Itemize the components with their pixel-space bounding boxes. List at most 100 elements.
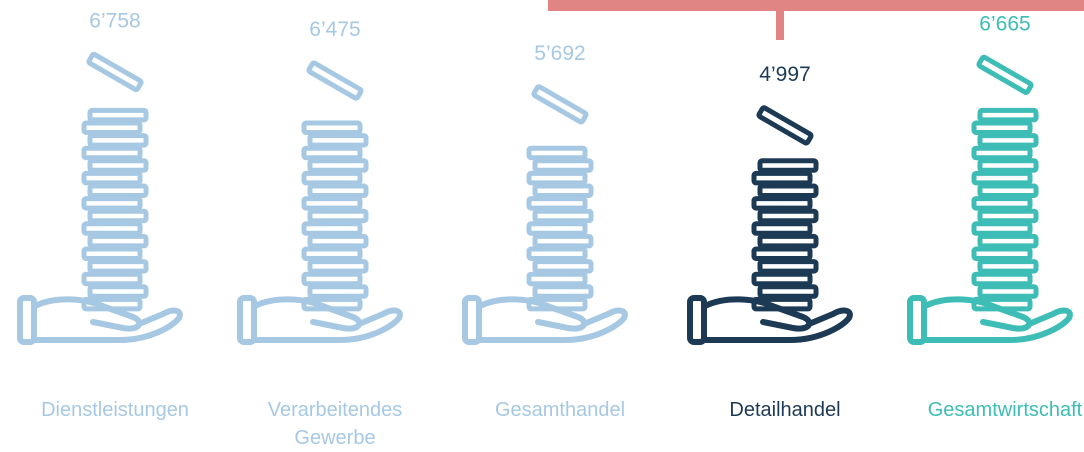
hand-palm xyxy=(477,296,628,343)
coin xyxy=(307,133,369,148)
bracket-bar xyxy=(548,0,1084,11)
category-label: Detailhandel xyxy=(729,399,841,421)
coin xyxy=(87,259,149,274)
coin xyxy=(81,196,143,211)
coin xyxy=(757,259,819,274)
value-label: 6’475 xyxy=(309,18,360,41)
coin xyxy=(81,221,143,236)
bracket-stem xyxy=(776,8,784,40)
coin xyxy=(307,233,369,249)
category-label: Gesamtwirtschaft xyxy=(927,399,1083,421)
coin xyxy=(301,246,363,261)
coin xyxy=(87,133,149,148)
falling-coin xyxy=(86,51,144,93)
coin xyxy=(751,221,813,236)
coin xyxy=(757,284,819,299)
coin xyxy=(977,233,1039,249)
hand xyxy=(462,295,628,345)
coin xyxy=(526,246,588,261)
coin xyxy=(307,158,369,173)
coin-stack xyxy=(751,158,819,312)
category-label: Verarbeitendes Gewerbe xyxy=(267,399,403,449)
coin xyxy=(532,208,594,224)
hand xyxy=(907,295,1073,345)
coin xyxy=(751,246,813,261)
coin xyxy=(307,208,369,224)
coin-stack xyxy=(526,145,594,312)
coin xyxy=(532,233,594,249)
hand-cuff xyxy=(907,295,927,345)
hand xyxy=(687,295,853,345)
hand-palm xyxy=(702,296,853,343)
coin xyxy=(81,246,143,261)
highlight-bracket xyxy=(548,0,1084,40)
coin xyxy=(301,196,363,211)
coin xyxy=(81,145,143,161)
coin xyxy=(971,271,1033,287)
category-label: Gesamthandel xyxy=(494,399,626,421)
coin-stack xyxy=(81,107,149,312)
coin xyxy=(87,183,149,198)
coin xyxy=(301,221,363,236)
coin xyxy=(977,183,1039,198)
coin xyxy=(532,259,594,274)
coin xyxy=(977,259,1039,274)
coin xyxy=(977,133,1039,148)
falling-coin xyxy=(976,54,1034,95)
value-label: 6’758 xyxy=(89,10,140,33)
coin xyxy=(87,233,149,249)
coin xyxy=(81,120,143,135)
value-label: 4’997 xyxy=(759,63,810,86)
coin xyxy=(977,107,1039,123)
coin xyxy=(971,246,1033,261)
hand-cuff xyxy=(237,295,257,345)
coin xyxy=(971,170,1033,186)
coin xyxy=(751,196,813,211)
category-label: Dienstleistungen xyxy=(41,399,189,421)
falling-coin xyxy=(531,84,589,125)
hand xyxy=(17,295,183,345)
coin xyxy=(81,271,143,287)
coin xyxy=(526,271,588,287)
coin xyxy=(971,145,1033,161)
coin xyxy=(81,170,143,186)
coin xyxy=(526,145,588,161)
coin xyxy=(977,208,1039,224)
coin xyxy=(301,120,363,135)
value-label: 6’665 xyxy=(979,12,1030,35)
coin xyxy=(526,221,588,236)
coin xyxy=(87,284,149,299)
coin xyxy=(757,233,819,249)
hand-palm xyxy=(922,296,1073,343)
coin xyxy=(757,158,819,173)
coin xyxy=(977,158,1039,173)
coin xyxy=(532,158,594,173)
coin xyxy=(526,170,588,186)
hand-cuff xyxy=(687,295,707,345)
hand xyxy=(237,295,403,345)
coin xyxy=(751,170,813,186)
coin xyxy=(532,284,594,299)
coin xyxy=(301,170,363,186)
coin xyxy=(532,183,594,198)
coin xyxy=(971,221,1033,236)
hand-cuff xyxy=(462,295,482,345)
hand-palm xyxy=(252,296,403,343)
coin xyxy=(757,183,819,198)
hand-cuff xyxy=(17,295,37,345)
coin xyxy=(301,271,363,287)
falling-coin xyxy=(756,105,814,146)
coin xyxy=(757,208,819,224)
hand-palm xyxy=(32,296,183,343)
coin xyxy=(301,145,363,161)
value-label: 5’692 xyxy=(534,42,585,65)
coin xyxy=(307,284,369,299)
falling-coin xyxy=(306,60,364,101)
coin xyxy=(87,107,149,123)
coin-stack xyxy=(301,120,369,312)
coin xyxy=(977,284,1039,299)
coin xyxy=(87,158,149,173)
coin xyxy=(751,271,813,287)
